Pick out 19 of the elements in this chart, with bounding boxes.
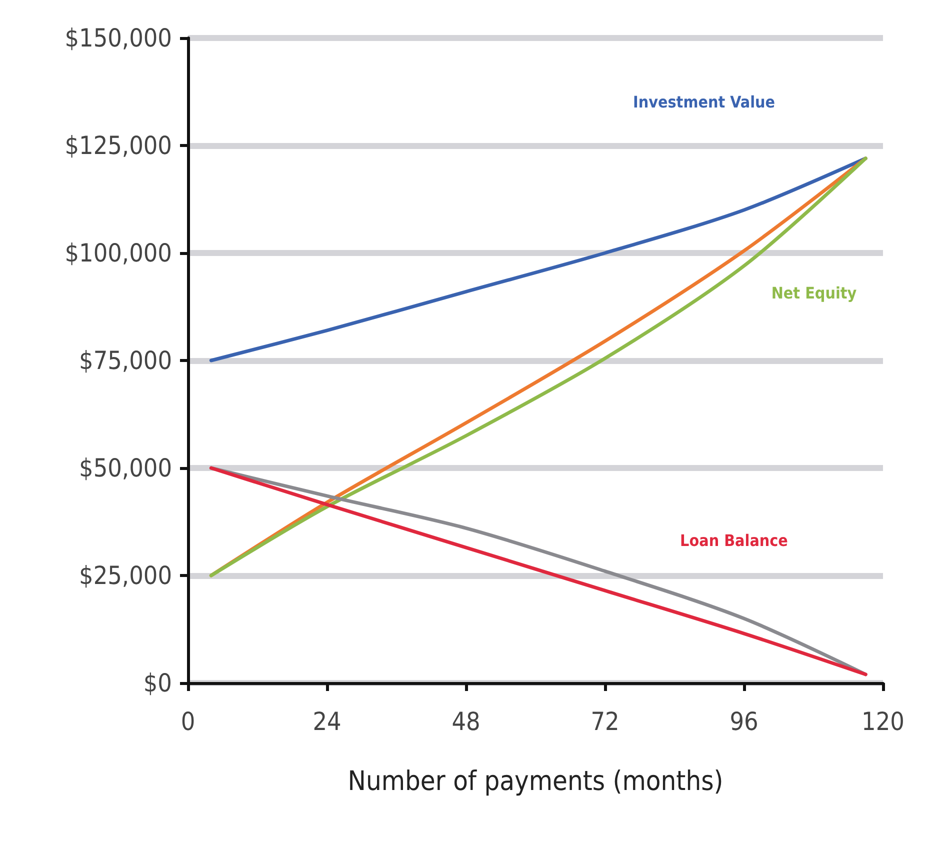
line-series — [209, 466, 868, 676]
x-tick-label: 120 — [862, 707, 904, 736]
x-axis-title: Number of payments (months) — [348, 766, 724, 797]
line-series — [209, 156, 868, 362]
x-tick-label: 0 — [180, 707, 196, 736]
text: Investment Value — [632, 92, 776, 112]
y-tick-label: $75,000 — [79, 346, 172, 375]
x-tick-label: 48 — [452, 707, 480, 736]
y-tick-label: $25,000 — [79, 561, 172, 590]
x-tick-label: 24 — [312, 707, 342, 736]
y-tick-label: $100,000 — [64, 238, 172, 268]
x-tick-label: 72 — [590, 707, 620, 736]
y-tick-label: $0 — [143, 668, 172, 698]
series-label: Net Equity — [771, 283, 858, 302]
text: Loan Balance — [680, 531, 788, 550]
y-tick-label: $125,000 — [64, 131, 172, 160]
y-tick-label: $50,000 — [79, 454, 172, 482]
y-tick-label: $150,000 — [64, 24, 172, 52]
x-tick-label: 96 — [730, 707, 758, 736]
